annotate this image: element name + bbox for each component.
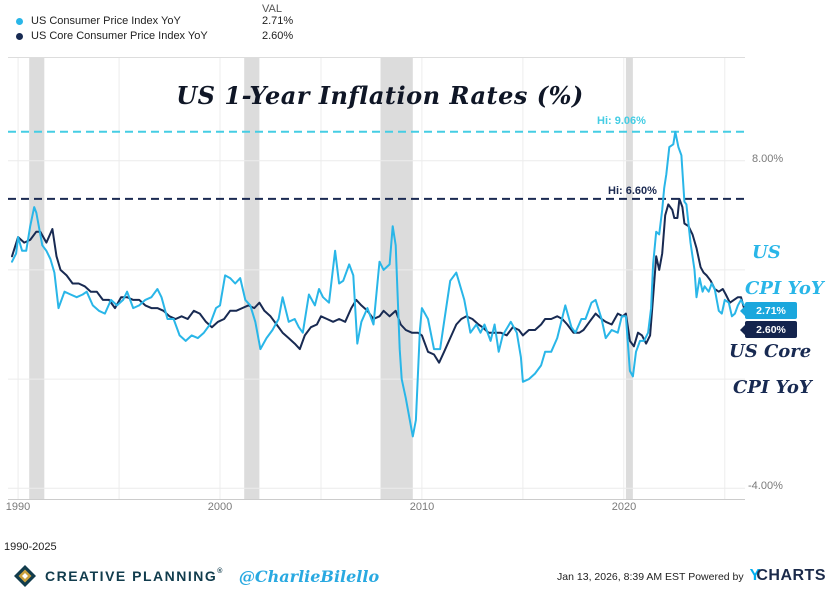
registered-mark: ®: [217, 568, 224, 575]
x-axis-label-2000: 2000: [207, 501, 233, 513]
annotation-us-core-cpi-line1: US Core: [729, 341, 812, 362]
chart-area: US 1-Year Inflation Rates (%) Hi: 9.06% …: [0, 57, 840, 519]
x-axis-label-1990: 1990: [5, 501, 31, 513]
legend-item-label: US Core Consumer Price Index YoY: [31, 30, 208, 42]
annotation-us-core-cpi-line2: CPI YoY: [733, 377, 812, 398]
ycharts-logo[interactable]: YCHARTS: [749, 567, 826, 584]
chart-title: US 1-Year Inflation Rates (%): [176, 81, 584, 110]
creative-planning-wordmark: CREATIVE PLANNING®: [45, 568, 224, 584]
legend-item-cpi[interactable]: US Consumer Price Index YoY 2.71%: [16, 14, 293, 28]
x-axis-label-2020: 2020: [611, 501, 637, 513]
legend: VAL US Consumer Price Index YoY 2.71% US…: [0, 0, 840, 56]
footer-attribution: Jan 13, 2026, 8:39 AM EST Powered by YCH…: [557, 567, 826, 585]
footer-branding: CREATIVE PLANNING® @CharlieBilello: [14, 565, 379, 587]
inflation-line-chart[interactable]: [8, 57, 745, 500]
legend-item-label: US Consumer Price Index YoY: [31, 15, 181, 27]
y-axis-label-8: 8.00%: [752, 153, 784, 165]
annotation-us-cpi-line2: CPI YoY: [745, 278, 824, 299]
x-axis-label-2010: 2010: [409, 501, 435, 513]
timestamp: Jan 13, 2026, 8:39 AM EST Powered by: [557, 571, 744, 583]
hi-line-label-cpi: Hi: 9.06%: [597, 115, 646, 127]
last-value-badge-cpi: 2.71%: [740, 302, 797, 319]
core-cpi-series-dot-icon: [16, 32, 23, 40]
legend-val-header: VAL: [262, 3, 282, 15]
creative-planning-logo-icon: [14, 565, 36, 587]
legend-item-value: 2.71%: [262, 15, 294, 27]
y-axis-label-neg4: -4.00%: [748, 480, 783, 492]
last-value-badge-core-cpi: 2.60%: [740, 321, 797, 338]
cpi-series-dot-icon: [16, 17, 23, 25]
annotation-us-cpi-line1: US: [752, 242, 781, 263]
footer: CREATIVE PLANNING® @CharlieBilello Jan 1…: [0, 554, 840, 598]
legend-item-value: 2.60%: [262, 30, 294, 42]
hi-line-label-core-cpi: Hi: 6.60%: [608, 185, 657, 197]
date-range-label: 1990-2025: [4, 541, 57, 553]
legend-item-core-cpi[interactable]: US Core Consumer Price Index YoY 2.60%: [16, 29, 293, 43]
twitter-handle-link[interactable]: @CharlieBilello: [238, 566, 380, 586]
